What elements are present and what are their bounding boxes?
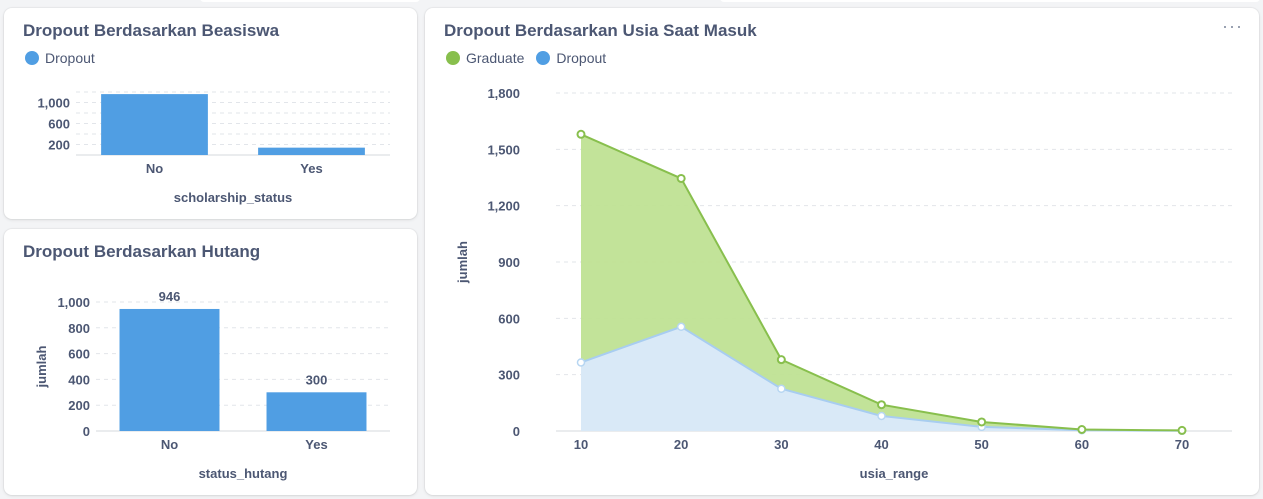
- legend-dot-graduate: [446, 51, 460, 65]
- x-tick-label: 60: [1075, 437, 1089, 452]
- card-above-left-edge: [200, 0, 420, 2]
- point-graduate: [1177, 425, 1187, 435]
- legend-label: Dropout: [556, 50, 607, 66]
- y-tick-label: 1,000: [37, 96, 70, 111]
- y-tick-label: 0: [83, 424, 90, 439]
- point-graduate: [977, 417, 987, 427]
- x-tick-label: 30: [774, 437, 788, 452]
- legend-item-graduate[interactable]: Graduate: [446, 50, 524, 66]
- y-tick-label: 0: [513, 424, 520, 439]
- y-tick-label: 200: [48, 138, 70, 153]
- legend-label: Graduate: [466, 50, 525, 66]
- y-tick-label: 600: [498, 311, 520, 326]
- legend-dot-dropout: [25, 51, 39, 65]
- bar-chart-hutang: 0 200 400 600 800 1,000 No 946 Yes 300 status_huta…: [34, 289, 390, 481]
- y-tick-label: 600: [48, 117, 70, 132]
- card-dropout-hutang: Dropout Berdasarkan Hutang 0 200 400 600 800…: [4, 229, 417, 495]
- card-title[interactable]: Dropout Berdasarkan Beasiswa: [23, 21, 280, 40]
- more-horizontal-icon[interactable]: ···: [1222, 16, 1243, 36]
- point-graduate: [1077, 424, 1087, 434]
- bar: [258, 147, 365, 155]
- y-axis-label: jumlah: [34, 345, 49, 388]
- x-tick-label: No: [146, 161, 163, 176]
- chart-legend: Graduate Dropout: [446, 50, 618, 66]
- point-dropout: [676, 322, 686, 332]
- x-tick-label: 10: [574, 437, 588, 452]
- point-graduate: [576, 129, 586, 139]
- card-above-right-edge: [720, 0, 1260, 2]
- area-dropout: [581, 326, 1182, 431]
- x-tick-label: No: [161, 437, 178, 452]
- point-graduate: [776, 355, 786, 365]
- x-axis-label: usia_range: [860, 466, 929, 481]
- y-tick-label: 600: [68, 347, 90, 362]
- y-tick-label: 200: [68, 398, 90, 413]
- area-chart-usia: 0 300 600 900 1,200 1,500 1,800 10 20 30 40 50 60 70 u…: [455, 86, 1232, 481]
- point-graduate: [676, 173, 686, 183]
- x-tick-label: 70: [1175, 437, 1189, 452]
- x-tick-label: Yes: [305, 437, 327, 452]
- point-dropout: [877, 411, 886, 421]
- bar-chart-beasiswa: 200 600 1,000 No Yes scholarship_status: [37, 91, 390, 205]
- x-tick-label: 50: [974, 437, 988, 452]
- bar: [266, 392, 367, 431]
- x-axis-label: status_hutang: [199, 466, 288, 481]
- point-dropout: [777, 384, 786, 393]
- legend-label: Dropout: [45, 50, 95, 66]
- x-tick-label: 20: [674, 437, 688, 452]
- y-axis-label: jumlah: [455, 241, 470, 284]
- legend-dot-dropout: [536, 51, 551, 65]
- card-dropout-usia: Dropout Berdasarkan Usia Saat Masuk ··· …: [425, 8, 1259, 495]
- chart-legend: Dropout: [25, 50, 107, 66]
- data-label: 946: [159, 289, 181, 304]
- x-tick-label: 40: [874, 437, 888, 452]
- point-graduate: [877, 400, 886, 410]
- x-axis-label: scholarship_status: [174, 190, 293, 205]
- card-dropout-beasiswa: Dropout Berdasarkan Beasiswa Dropout 200…: [4, 8, 417, 219]
- y-tick-label: 300: [498, 368, 520, 383]
- x-tick-label: Yes: [300, 161, 322, 176]
- data-label: 300: [306, 372, 328, 387]
- bar: [101, 94, 208, 155]
- point-dropout: [576, 358, 586, 367]
- y-tick-label: 1,000: [57, 295, 90, 310]
- y-tick-label: 1,500: [487, 142, 520, 157]
- card-title[interactable]: Dropout Berdasarkan Hutang: [23, 242, 261, 261]
- bar: [119, 308, 220, 431]
- y-tick-label: 400: [68, 372, 90, 387]
- y-tick-label: 800: [68, 321, 90, 336]
- card-title[interactable]: Dropout Berdasarkan Usia Saat Masuk: [444, 21, 757, 40]
- y-tick-label: 900: [498, 255, 520, 270]
- legend-item-dropout[interactable]: Dropout: [536, 50, 606, 66]
- legend-item-dropout[interactable]: Dropout: [25, 50, 95, 66]
- y-tick-label: 1,800: [487, 86, 520, 101]
- y-tick-label: 1,200: [487, 199, 520, 214]
